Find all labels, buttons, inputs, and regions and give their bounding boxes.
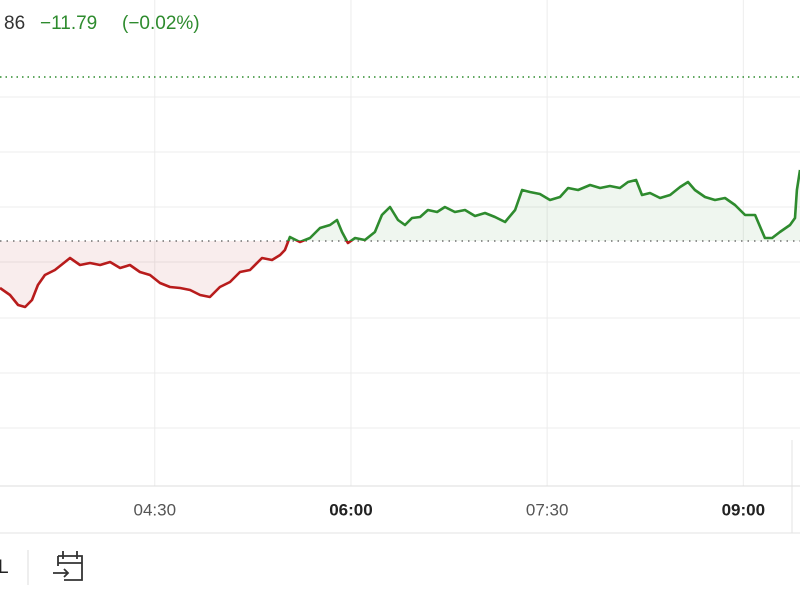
change-percent: (−0.02%)	[122, 13, 200, 34]
x-tick-label: 06:00	[329, 500, 372, 519]
area-down	[0, 241, 800, 307]
x-tick-label: 04:30	[133, 500, 176, 519]
x-tick-label: 09:00	[722, 500, 765, 519]
change: −11.79	[40, 13, 97, 34]
area-up	[0, 170, 800, 241]
price: 86	[4, 13, 25, 34]
line-up	[286, 169, 800, 241]
x-tick-label: 07:30	[526, 500, 569, 519]
line-down	[0, 241, 366, 309]
range-button[interactable]: L	[0, 557, 9, 578]
calendar-icon[interactable]	[53, 551, 83, 581]
